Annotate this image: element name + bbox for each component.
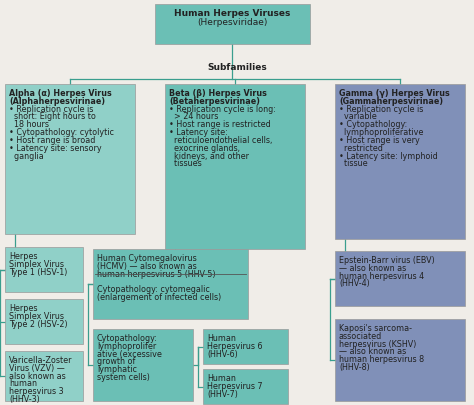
Text: Type 2 (HSV-2): Type 2 (HSV-2) [9,319,68,328]
Text: Simplex Virus: Simplex Virus [9,311,64,320]
FancyBboxPatch shape [5,247,83,292]
Text: tissue: tissue [339,159,368,168]
Text: exocrine glands,: exocrine glands, [169,143,240,152]
Text: (Alphaherpesvirinae): (Alphaherpesvirinae) [9,96,105,106]
Text: (enlargement of infected cells): (enlargement of infected cells) [97,292,221,301]
FancyBboxPatch shape [93,329,193,401]
Text: lymphoproliferative: lymphoproliferative [339,128,423,137]
Text: (Betaherpesvirinae): (Betaherpesvirinae) [169,96,260,106]
Text: Cytopathology: cytomegalic: Cytopathology: cytomegalic [97,285,210,294]
Text: Cytopathology:: Cytopathology: [97,333,158,342]
Text: Herpes: Herpes [9,303,37,312]
Text: ative (excessive: ative (excessive [97,349,162,358]
Text: • Host range is restricted: • Host range is restricted [169,120,271,129]
Text: associated: associated [339,331,382,340]
Text: (HHV-3): (HHV-3) [9,394,40,403]
Text: • Cytopathology:: • Cytopathology: [339,120,407,129]
FancyBboxPatch shape [93,249,248,319]
Text: Herpes: Herpes [9,252,37,260]
Text: herpesvirus (KSHV): herpesvirus (KSHV) [339,339,416,348]
Text: Human: Human [207,333,236,342]
Text: reticuloendothelial cells,: reticuloendothelial cells, [169,136,273,145]
Text: Varicella-Zoster: Varicella-Zoster [9,355,73,364]
Text: growth of: growth of [97,357,136,366]
Text: Simplex Virus: Simplex Virus [9,259,64,268]
Text: short: Eight hours to: short: Eight hours to [9,112,96,121]
Text: • Host range is very: • Host range is very [339,136,420,145]
Text: • Latency site:: • Latency site: [169,128,228,137]
FancyBboxPatch shape [335,319,465,401]
Text: (HHV-8): (HHV-8) [339,362,370,371]
Text: > 24 hours: > 24 hours [169,112,219,121]
Text: Alpha (α) Herpes Virus: Alpha (α) Herpes Virus [9,89,112,98]
Text: — also known as: — also known as [339,347,406,356]
Text: herpesvirus 3: herpesvirus 3 [9,386,64,395]
Text: Type 1 (HSV-1): Type 1 (HSV-1) [9,267,67,276]
Text: Human: Human [207,373,236,382]
Text: human: human [9,379,37,388]
Text: • Latency site: lymphoid: • Latency site: lymphoid [339,151,438,160]
Text: (HHV-4): (HHV-4) [339,279,370,288]
Text: human herpesvirus 4: human herpesvirus 4 [339,271,424,280]
Text: • Replication cycle is long:: • Replication cycle is long: [169,104,276,113]
Text: human herpesvirus 8: human herpesvirus 8 [339,354,424,363]
FancyBboxPatch shape [203,329,288,364]
Text: (HHV-6): (HHV-6) [207,349,238,358]
Text: restricted: restricted [339,143,383,152]
Text: human herpesvirus 5 (HHV-5): human herpesvirus 5 (HHV-5) [97,269,216,278]
Text: system cells): system cells) [97,372,150,381]
Text: • Latency site: sensory: • Latency site: sensory [9,143,101,152]
FancyBboxPatch shape [335,252,465,306]
FancyBboxPatch shape [5,351,83,401]
Text: — also known as: — also known as [339,263,406,272]
Text: 18 hours: 18 hours [9,120,49,129]
FancyBboxPatch shape [203,369,288,404]
Text: variable: variable [339,112,377,121]
FancyBboxPatch shape [165,85,305,249]
Text: Human Herpes Viruses: Human Herpes Viruses [174,9,291,18]
Text: tissues: tissues [169,159,202,168]
Text: Beta (β) Herpes Virus: Beta (β) Herpes Virus [169,89,267,98]
Text: Herpesvirus 6: Herpesvirus 6 [207,341,263,350]
Text: • Replication cycle is: • Replication cycle is [339,104,423,113]
Text: Epstein-Barr virus (EBV): Epstein-Barr virus (EBV) [339,256,435,264]
Text: (HCMV) — also known as: (HCMV) — also known as [97,261,197,270]
FancyBboxPatch shape [155,5,310,45]
Text: • Cytopathology: cytolytic: • Cytopathology: cytolytic [9,128,114,137]
Text: Kaposi's sarcoma-: Kaposi's sarcoma- [339,323,412,332]
Text: (Herpesviridae): (Herpesviridae) [197,18,268,27]
Text: • Replication cycle is: • Replication cycle is [9,104,93,113]
Text: lymphoprolifer: lymphoprolifer [97,341,156,350]
FancyBboxPatch shape [335,85,465,239]
Text: ganglia: ganglia [9,151,44,160]
Text: Human Cytomegalovirus: Human Cytomegalovirus [97,254,197,262]
FancyBboxPatch shape [5,85,135,234]
Text: (HHV-7): (HHV-7) [207,389,238,398]
Text: Herpesvirus 7: Herpesvirus 7 [207,381,263,390]
Text: lymphatic: lymphatic [97,364,137,373]
Text: (Gammaherpesvirinae): (Gammaherpesvirinae) [339,96,443,106]
FancyBboxPatch shape [5,299,83,344]
Text: • Host range is broad: • Host range is broad [9,136,95,145]
Text: also known as: also known as [9,371,66,380]
Text: Virus (VZV) —: Virus (VZV) — [9,363,65,372]
Text: Subfamilies: Subfamilies [207,63,267,72]
Text: kidneys, and other: kidneys, and other [169,151,249,160]
Text: Gamma (γ) Herpes Virus: Gamma (γ) Herpes Virus [339,89,450,98]
